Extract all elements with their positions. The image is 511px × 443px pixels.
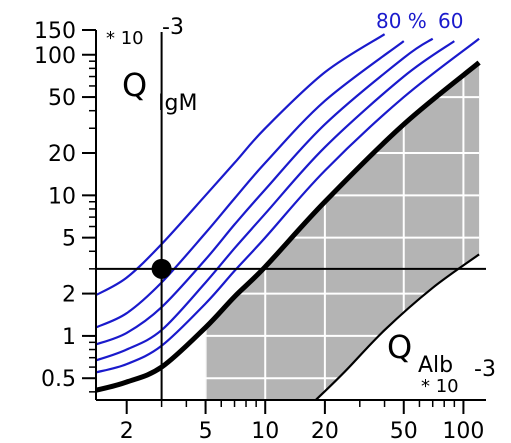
y-tick-label: 5 — [62, 227, 76, 252]
x-axis-label-sub: Alb — [418, 353, 453, 378]
y-tick-label: 50 — [48, 86, 76, 111]
lower-reference-line — [315, 253, 480, 401]
x-tick-label: 5 — [199, 419, 213, 443]
x-tick-label: 20 — [311, 419, 339, 443]
intrathecal-fraction-line — [96, 37, 434, 346]
intrathecal-fraction-line — [96, 33, 386, 297]
curve-label-80: 80 % — [376, 9, 427, 33]
y-tick-label: 20 — [48, 142, 76, 167]
y-axis-label-main: Q — [122, 66, 147, 104]
y-tick-label: 10 — [48, 184, 76, 209]
shaded-region-layer — [205, 62, 480, 400]
y-axis-label-sub: IgM — [158, 91, 197, 116]
y-tick-label: 0.5 — [41, 367, 76, 392]
x-tick-label: 50 — [390, 419, 418, 443]
curve-label-60: 60 — [438, 9, 463, 33]
intrathecal-fraction-line — [96, 40, 405, 329]
series-layer — [96, 33, 481, 401]
x-axis-multiplier: * 10 — [421, 376, 459, 397]
intrathecal-fraction-line — [96, 40, 455, 362]
y-tick-label: 150 — [34, 19, 76, 44]
y-tick-label: 2 — [62, 283, 76, 308]
data-point-marker[interactable] — [151, 258, 172, 279]
intrathecal-fraction-line — [96, 37, 480, 374]
x-tick-label: 100 — [442, 419, 484, 443]
x-axis-multiplier-exponent: -3 — [474, 357, 496, 382]
y-tick-label: 100 — [34, 44, 76, 69]
x-tick-label: 2 — [120, 419, 134, 443]
upper-reference-line — [96, 60, 481, 393]
y-axis-multiplier-exponent: -3 — [162, 15, 184, 40]
x-tick-label: 10 — [251, 419, 279, 443]
x-axis-label-main: Q — [387, 328, 412, 366]
y-tick-label: 1 — [62, 325, 76, 350]
y-axis-multiplier: * 10 — [106, 28, 144, 49]
shaded-reference-region — [205, 62, 480, 400]
series-group — [96, 33, 481, 401]
